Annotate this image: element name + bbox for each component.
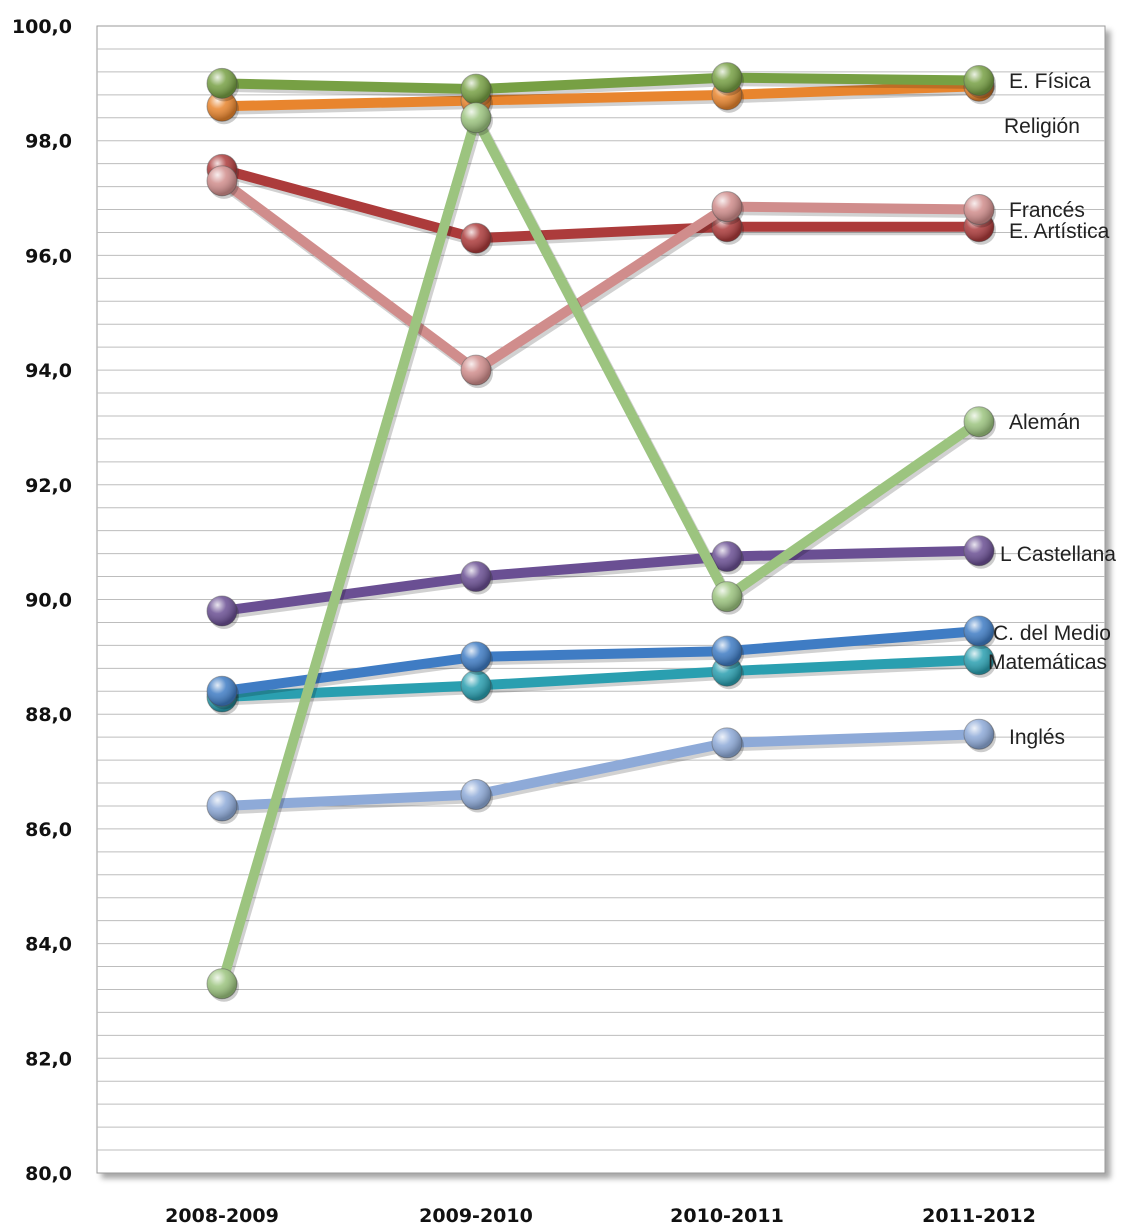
data-point-highlight (207, 165, 237, 196)
data-point-highlight (461, 74, 491, 105)
x-tick-label: 2009-2010 (419, 1205, 533, 1227)
series-label: Francés (1009, 199, 1085, 222)
data-point-highlight (712, 541, 742, 572)
data-point-highlight (964, 406, 994, 437)
series-line (217, 175, 984, 376)
series-line (217, 626, 984, 697)
y-tick-label: 98,0 (25, 131, 72, 153)
data-point-highlight (712, 636, 742, 667)
series-lines (206, 62, 996, 1002)
data-point-highlight (964, 644, 994, 675)
series-label: L Castellana (1000, 543, 1116, 566)
series-label: Inglés (1009, 726, 1065, 749)
series-5 (206, 102, 996, 1002)
series-3 (206, 165, 996, 389)
series-line (217, 72, 984, 95)
x-tick-label: 2008-2009 (165, 1205, 279, 1227)
series-line (217, 545, 984, 616)
series-7 (206, 615, 996, 710)
x-tick-label: 2011-2012 (922, 1205, 1036, 1227)
series-label: Alemán (1009, 411, 1080, 434)
series-6 (206, 535, 996, 629)
y-tick-label: 82,0 (25, 1048, 72, 1070)
data-point-highlight (207, 91, 237, 122)
series-line (217, 729, 984, 811)
y-axis-tick-labels: 80,0 82,0 84,0 86,0 88,0 90,0 92,0 94,0 96,0 98,0… (12, 16, 72, 1185)
x-axis-tick-labels: 2008-2009 2009-2010 2010-2011 2011-2012 (165, 1205, 1036, 1227)
data-point-highlight (207, 968, 237, 999)
data-point-highlight (964, 535, 994, 566)
data-point-highlight (712, 727, 742, 758)
data-point-highlight (461, 223, 491, 254)
y-tick-label: 94,0 (25, 360, 72, 382)
series-label: E. Artística (1009, 220, 1110, 243)
y-tick-label: 96,0 (25, 245, 72, 267)
series-line (217, 112, 984, 989)
y-tick-label: 92,0 (25, 475, 72, 497)
y-tick-label: 100,0 (12, 16, 72, 38)
data-point-highlight (964, 616, 994, 647)
data-point-highlight (712, 191, 742, 222)
data-point-highlight (461, 670, 491, 701)
series-label: E. Física (1009, 70, 1091, 93)
series-line (217, 81, 984, 112)
data-point-highlight (461, 102, 491, 133)
data-point-highlight (712, 62, 742, 93)
data-point-highlight (964, 719, 994, 750)
series-label: Matemáticas (988, 651, 1107, 674)
series-label: C. del Medio (993, 622, 1111, 645)
y-tick-label: 90,0 (25, 590, 72, 612)
series-label: Religión (1004, 115, 1080, 138)
y-tick-label: 88,0 (25, 704, 72, 726)
y-tick-label: 84,0 (25, 934, 72, 956)
data-point-highlight (964, 194, 994, 225)
series-line (217, 654, 984, 702)
series-9 (206, 718, 996, 824)
data-point-highlight (461, 355, 491, 386)
data-point-highlight (207, 595, 237, 626)
data-point-highlight (207, 676, 237, 707)
data-point-highlight (461, 561, 491, 592)
data-point-highlight (207, 790, 237, 821)
y-tick-label: 86,0 (25, 819, 72, 841)
data-point-highlight (461, 779, 491, 810)
data-point-highlight (461, 641, 491, 672)
series-1 (206, 62, 996, 108)
x-tick-label: 2010-2011 (670, 1205, 784, 1227)
series-line (217, 164, 984, 244)
data-point-highlight (207, 68, 237, 99)
data-point-highlight (964, 65, 994, 96)
y-tick-label: 80,0 (25, 1163, 72, 1185)
data-point-highlight (712, 581, 742, 612)
